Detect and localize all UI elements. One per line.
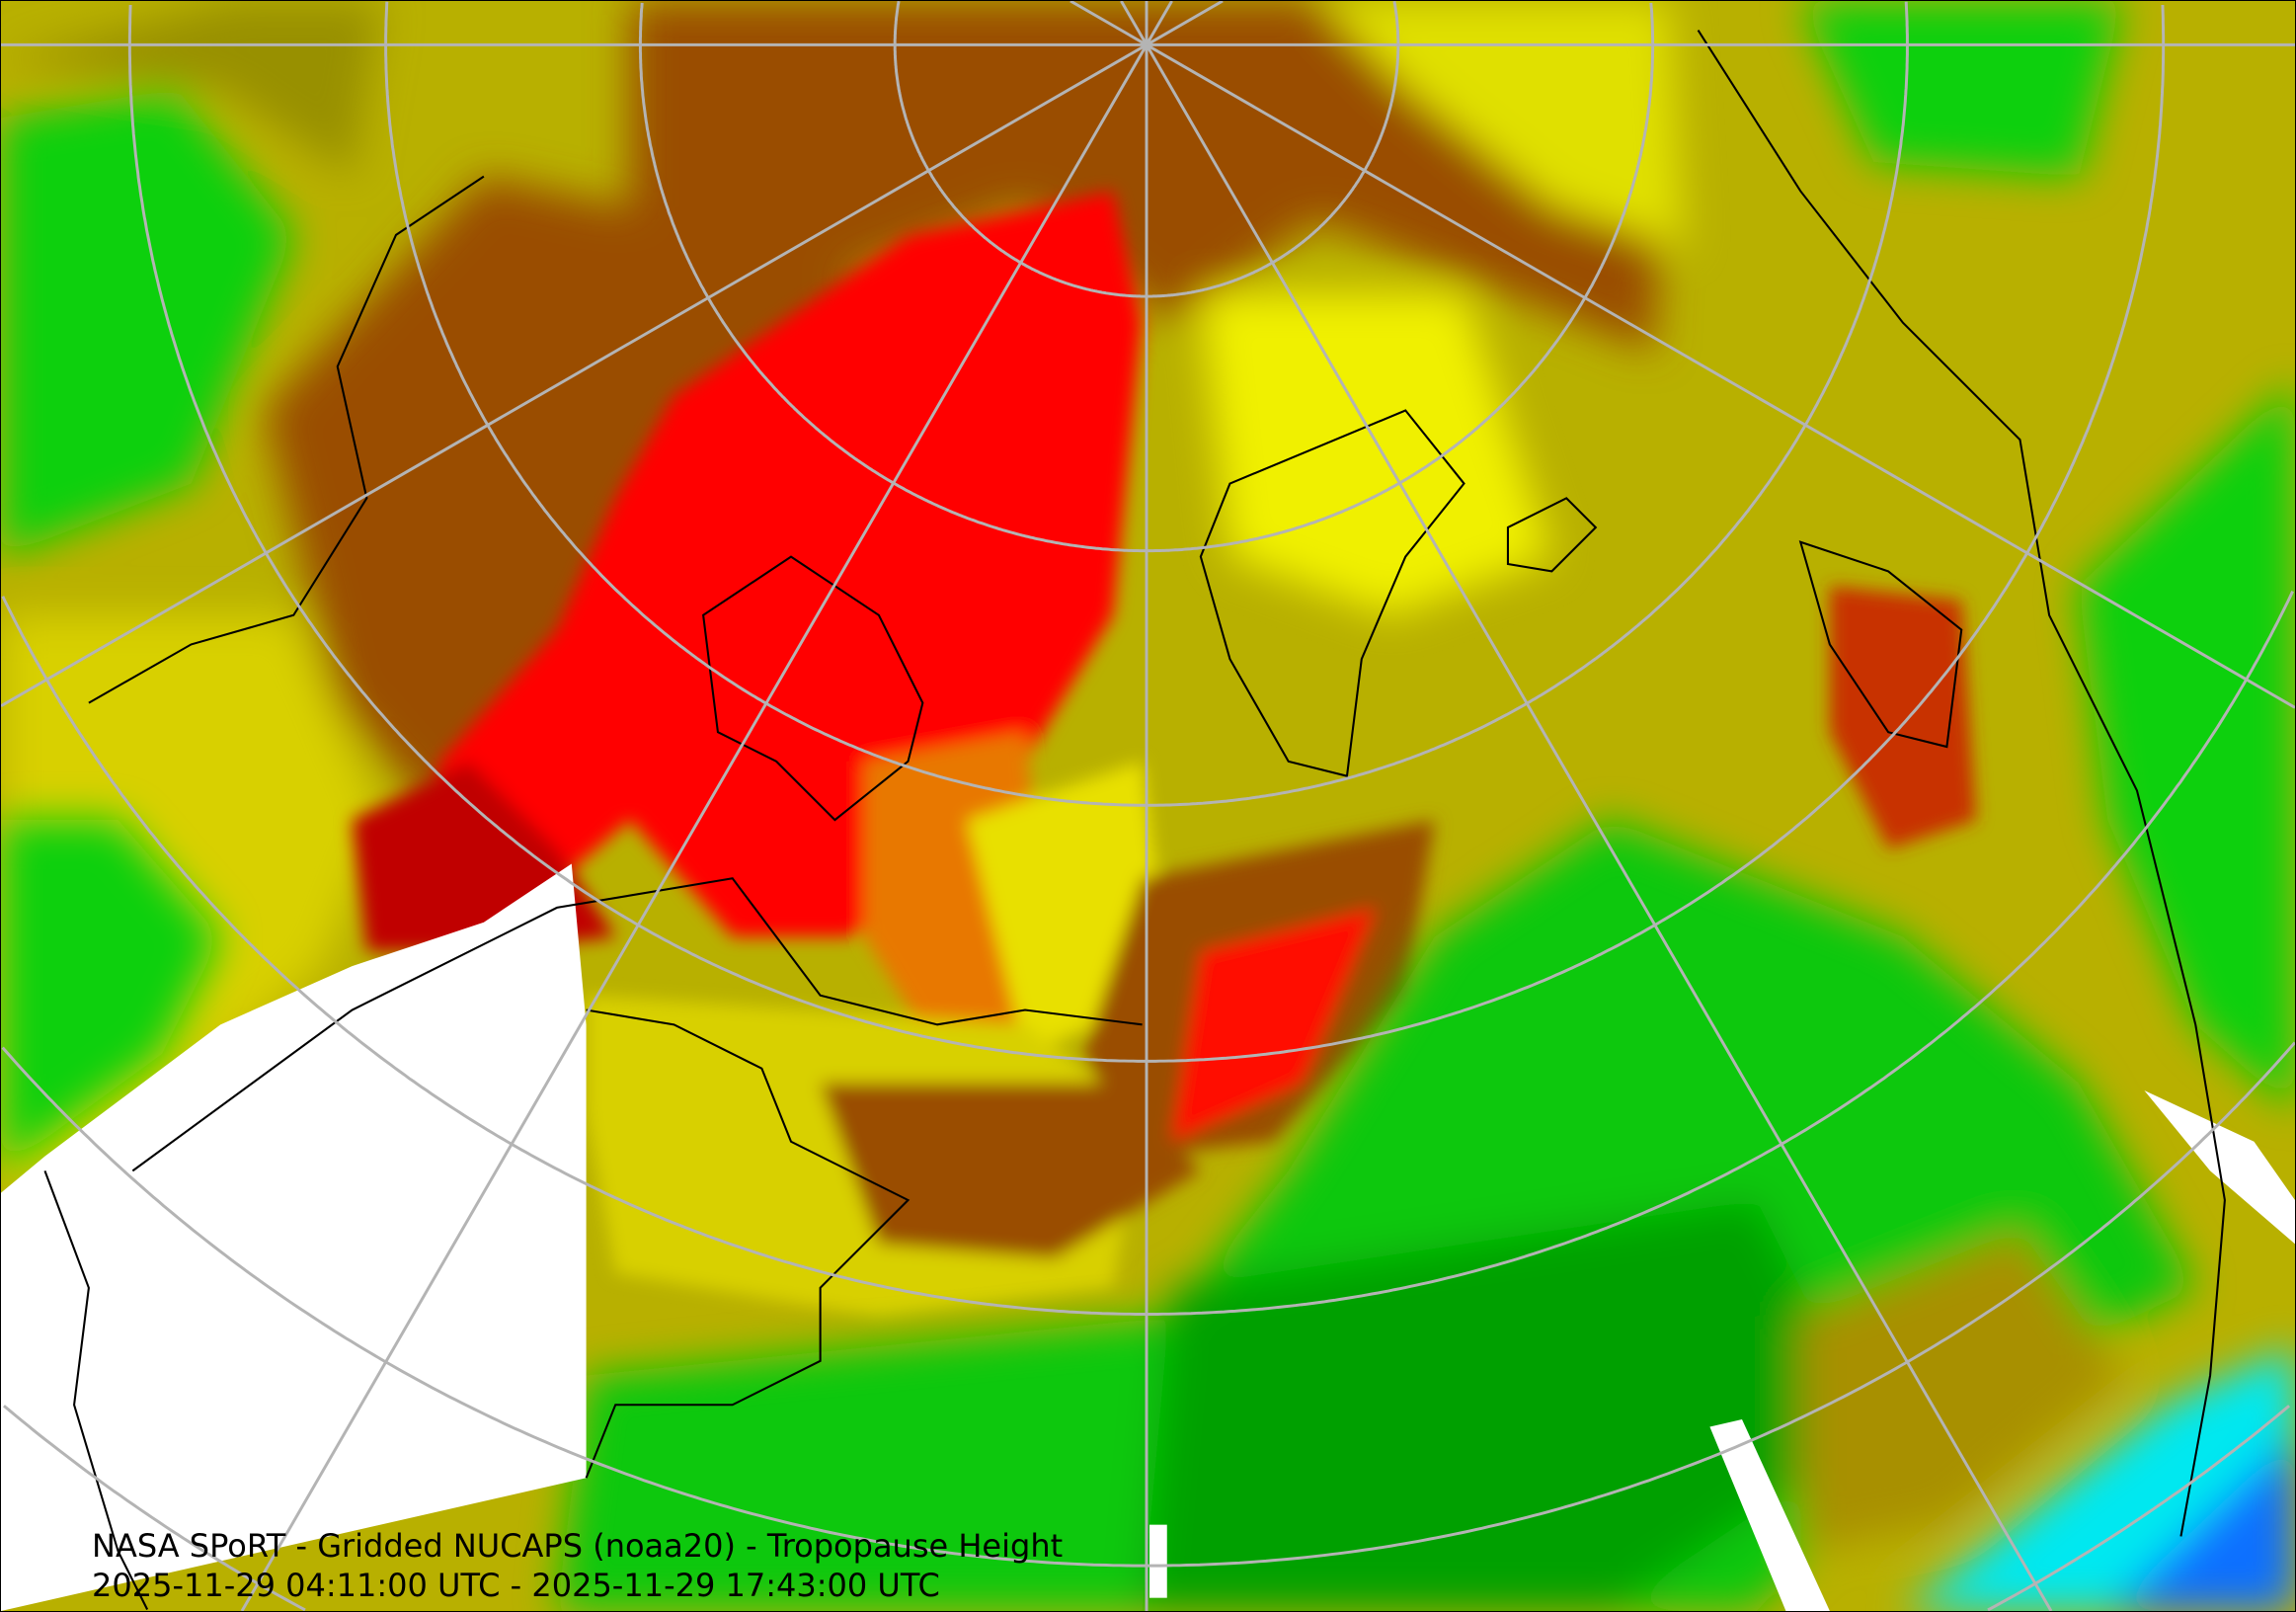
meridian-line xyxy=(1145,43,2053,1611)
latitude-circle xyxy=(384,1,1909,807)
british-isles-outline xyxy=(1798,540,1963,749)
west-coast-outline xyxy=(43,1170,149,1610)
meridian-line xyxy=(1145,1,1173,46)
greenland-outline xyxy=(1199,409,1465,777)
meridian-line xyxy=(240,43,1148,1611)
us-canada-border xyxy=(131,877,1143,1172)
no-data-region-us xyxy=(1,863,587,1611)
yellow-greenland-region xyxy=(1200,293,1552,615)
coastlines-and-borders xyxy=(43,30,2226,1610)
yellow-arctic-region xyxy=(1317,1,1684,250)
brown-northeast-region xyxy=(820,1083,1201,1259)
no-data-gap xyxy=(1148,1524,1167,1598)
meridian-line xyxy=(1120,1,1148,46)
meridian-line xyxy=(1146,43,2295,709)
latitude-circle xyxy=(127,4,2166,1063)
meridian-line xyxy=(1,43,1148,708)
east-coast-outline xyxy=(585,1008,910,1479)
map-title: NASA SPoRT - Gridded NUCAPS (noaa20) - T… xyxy=(92,1527,1064,1565)
meridian-line xyxy=(1146,1,1224,46)
latitude-circle xyxy=(638,2,1655,553)
latitude-circle xyxy=(893,1,1400,298)
meridian-line xyxy=(1069,1,1148,46)
iceland-outline xyxy=(1506,497,1598,573)
latitude-circle xyxy=(1,1041,2295,1568)
olive-africa-region xyxy=(1800,1229,2123,1552)
green-east-region xyxy=(2078,380,2295,1113)
map-time-range: 2025-11-29 04:11:00 UTC - 2025-11-29 17:… xyxy=(92,1567,940,1604)
red-atlantic-region xyxy=(1171,907,1377,1142)
brown-canada-region xyxy=(264,176,879,821)
hudson-bay-outline xyxy=(702,555,924,822)
blue-tropics-region xyxy=(2107,1433,2295,1611)
green-west-region xyxy=(1,88,294,557)
latitude-circle xyxy=(3,1405,2291,1611)
no-data-swath xyxy=(1709,1419,1830,1611)
latitude-circle xyxy=(1,591,2294,1316)
alaska-coast-outline xyxy=(88,175,485,704)
red-europe-region xyxy=(1829,586,1977,849)
green-pacific-region xyxy=(1,820,221,1171)
europe-africa-coast-outline xyxy=(1697,30,2226,1537)
